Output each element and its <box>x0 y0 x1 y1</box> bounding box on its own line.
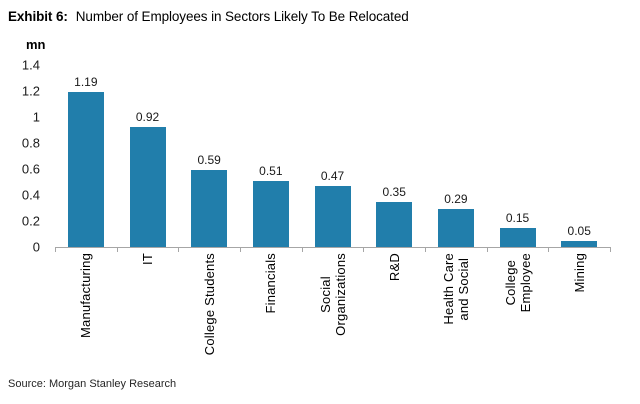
x-tick-label: IT <box>140 253 155 265</box>
x-axis-tick <box>548 247 550 252</box>
x-tick-label: R&D <box>386 253 402 282</box>
x-tick-label: Social Organizations <box>317 253 348 336</box>
source-note: Source: Morgan Stanley Research <box>8 378 177 390</box>
bar-slot: 0.05 <box>548 65 610 247</box>
bar-value-label: 0.59 <box>197 153 221 168</box>
x-label-slot: Manufacturing <box>55 253 117 375</box>
x-label-slot: Financials <box>240 253 302 375</box>
exhibit-number: Exhibit 6: <box>8 9 68 24</box>
x-axis-tick <box>425 247 426 252</box>
bar-value-label: 0.05 <box>567 223 591 238</box>
x-label-slot: Health Care and Social <box>425 253 487 375</box>
x-label-slot: Social Organizations <box>302 253 364 375</box>
x-axis-tick <box>610 247 611 252</box>
title-text: Number of Employees in Sectors Likely To… <box>75 9 409 24</box>
bar-slot: 1.19 <box>55 65 117 247</box>
x-axis-labels: Manufacturing IT College Students Financial… <box>55 253 610 375</box>
x-axis-tick <box>301 247 303 252</box>
y-tick-label: 1 <box>32 109 40 125</box>
x-tick-label: College Students <box>201 253 217 356</box>
x-tick-label: Financials <box>263 253 279 314</box>
plot-area: 1.19 0.92 0.59 0.51 0.47 0.35 0.29 0.15 0.05 <box>55 65 610 247</box>
bar <box>499 227 536 247</box>
bar <box>314 185 351 247</box>
y-tick-label: 0.4 <box>21 187 40 203</box>
x-axis-tick <box>240 247 241 252</box>
bar <box>437 209 474 247</box>
x-label-slot: Mining <box>548 253 610 375</box>
bar-slot: 0.35 <box>363 65 425 247</box>
x-tick-label: College Employee <box>502 253 533 313</box>
bar <box>67 92 104 247</box>
x-axis-tick <box>363 247 365 252</box>
x-axis-tick <box>116 247 118 252</box>
x-axis-tick <box>55 247 56 252</box>
x-tick-label: Manufacturing <box>78 253 94 338</box>
x-label-slot: IT <box>117 253 179 375</box>
y-tick-label: 0 <box>32 239 40 255</box>
bar-value-label: 1.19 <box>74 75 98 90</box>
bar-slot: 0.59 <box>178 65 240 247</box>
exhibit-title: Exhibit 6: Number of Employees in Sectors… <box>8 9 409 24</box>
bar-slot: 0.29 <box>425 65 487 247</box>
bar-value-label: 0.15 <box>505 210 530 225</box>
x-tick-label: Mining <box>571 253 587 293</box>
x-axis <box>55 247 611 253</box>
x-label-slot: College Employee <box>487 253 549 375</box>
bar-value-label: 0.51 <box>259 163 283 178</box>
x-tick-label: Health Care and Social <box>440 253 471 325</box>
bar <box>252 180 289 247</box>
y-tick-label: 0.8 <box>21 135 40 151</box>
x-axis-line <box>55 247 611 248</box>
bar-slot: 0.92 <box>117 65 179 247</box>
y-axis-unit-label: mn <box>26 37 46 52</box>
x-axis-tick <box>486 247 488 252</box>
bar <box>561 240 598 247</box>
y-tick-label: 1.4 <box>21 57 40 73</box>
y-axis-tick-labels: 0 0.2 0.4 0.6 0.8 1 1.2 1.4 <box>0 58 40 255</box>
bar-value-label: 0.35 <box>382 184 406 199</box>
y-tick-label: 1.2 <box>21 83 40 99</box>
bar <box>376 201 413 247</box>
bar-value-label: 0.92 <box>135 110 160 125</box>
bar-value-label: 0.47 <box>320 168 345 183</box>
x-label-slot: College Students <box>178 253 240 375</box>
x-label-slot: R&D <box>363 253 425 375</box>
bar-slot: 0.15 <box>487 65 549 247</box>
bar-value-label: 0.29 <box>444 192 468 207</box>
bar-slot: 0.51 <box>240 65 302 247</box>
bar-slot: 0.47 <box>302 65 364 247</box>
y-tick-label: 0.2 <box>21 213 40 229</box>
x-axis-tick <box>178 247 180 252</box>
bar <box>129 127 166 247</box>
bar <box>191 170 228 247</box>
y-tick-label: 0.6 <box>21 161 40 177</box>
